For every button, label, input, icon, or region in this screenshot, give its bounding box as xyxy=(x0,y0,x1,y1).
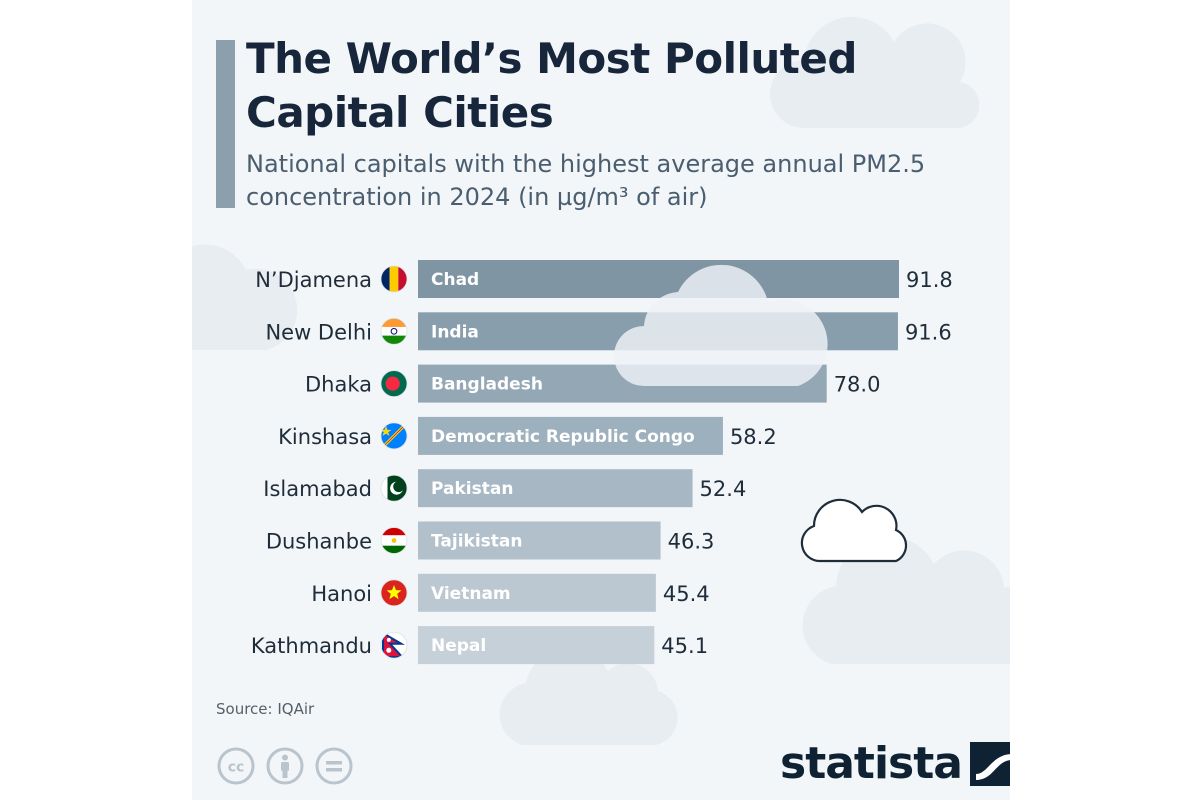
cloud-decoration-top-right xyxy=(770,16,980,129)
source-note: Source: IQAir xyxy=(216,700,315,718)
bar-country-label: Tajikistan xyxy=(431,532,522,552)
chad-flag-icon xyxy=(380,265,408,293)
bar-country-label: Bangladesh xyxy=(431,375,543,395)
category-label: Dhaka xyxy=(305,373,372,397)
bar[interactable] xyxy=(418,573,656,612)
bar-row: Pakistan Islamabad 52.4 xyxy=(263,469,747,508)
category-label: Dushanbe xyxy=(266,530,372,554)
data-label: 52.4 xyxy=(700,477,747,501)
title-accent-bar xyxy=(216,40,235,208)
bar-country-label: Chad xyxy=(431,270,479,290)
bar-country-label: Democratic Republic Congo xyxy=(431,427,695,447)
logo-wordmark: statista xyxy=(780,738,963,789)
nepal-flag-icon xyxy=(380,631,408,659)
statista-logo[interactable]: statista xyxy=(780,738,1010,790)
category-label: N’Djamena xyxy=(255,268,372,292)
vietnam-flag-icon xyxy=(380,579,408,607)
data-label: 45.4 xyxy=(663,582,710,606)
bar-row: Nepal Kathmandu 45.1 xyxy=(251,626,708,665)
page-subtitle: National capitals with the highest avera… xyxy=(246,150,926,211)
bar-row: India New Delhi 91.6 xyxy=(265,312,952,351)
bar-row: Democratic Republic Congo Kinshasa 58.2 xyxy=(278,416,777,455)
data-label: 91.8 xyxy=(906,268,953,292)
statista-logo-icon xyxy=(969,742,1010,786)
bar-row: Vietnam Hanoi 45.4 xyxy=(311,573,710,612)
category-label: Kinshasa xyxy=(278,425,372,449)
bar-country-label: Nepal xyxy=(431,636,486,656)
bar[interactable] xyxy=(418,521,661,560)
category-label: Islamabad xyxy=(263,477,372,501)
bar[interactable] xyxy=(418,260,899,298)
cc-icon[interactable]: cc xyxy=(216,746,256,786)
pakistan-flag-icon xyxy=(380,474,408,502)
tajikistan-flag-icon xyxy=(380,527,408,554)
india-flag-icon xyxy=(380,317,408,345)
bar[interactable] xyxy=(418,469,693,508)
attribution-icon[interactable] xyxy=(265,746,305,786)
category-label: New Delhi xyxy=(265,320,372,344)
bangladesh-flag-icon xyxy=(380,370,408,398)
category-label: Kathmandu xyxy=(251,634,372,658)
cloud-decoration-center xyxy=(614,264,828,386)
infographic-card: The World’s Most Polluted Capital Cities… xyxy=(192,0,1010,800)
cloud-decoration-bottom xyxy=(499,647,678,745)
svg-text:cc: cc xyxy=(228,760,245,776)
data-label: 58.2 xyxy=(730,425,777,449)
data-label: 78.0 xyxy=(834,373,881,397)
bar[interactable] xyxy=(418,416,723,455)
category-label: Hanoi xyxy=(311,582,372,606)
page-title: The World’s Most Polluted Capital Cities xyxy=(246,34,857,137)
data-label: 45.1 xyxy=(661,634,708,658)
bar-country-label: India xyxy=(431,322,479,342)
dr-congo-flag-icon xyxy=(380,422,408,450)
no-derivatives-icon[interactable] xyxy=(314,746,354,786)
license-icons: cc xyxy=(216,746,354,786)
data-label: 46.3 xyxy=(668,530,715,554)
bar-row: Tajikistan Dushanbe 46.3 xyxy=(266,521,715,560)
bar-country-label: Vietnam xyxy=(431,584,511,604)
bar-row: Chad N’Djamena 91.8 xyxy=(255,260,953,298)
cloud-outline-icon xyxy=(800,498,908,563)
bar-country-label: Pakistan xyxy=(431,479,513,499)
data-label: 91.6 xyxy=(905,320,952,344)
background-clouds xyxy=(192,16,1010,745)
bar-chart: Chad N’Djamena 91.8 India New Delhi 91.6 Bangl… xyxy=(251,260,953,665)
cloud-decoration-left xyxy=(192,244,298,350)
cloud-decoration-bottom-right xyxy=(802,536,1010,664)
bar[interactable] xyxy=(418,626,655,665)
